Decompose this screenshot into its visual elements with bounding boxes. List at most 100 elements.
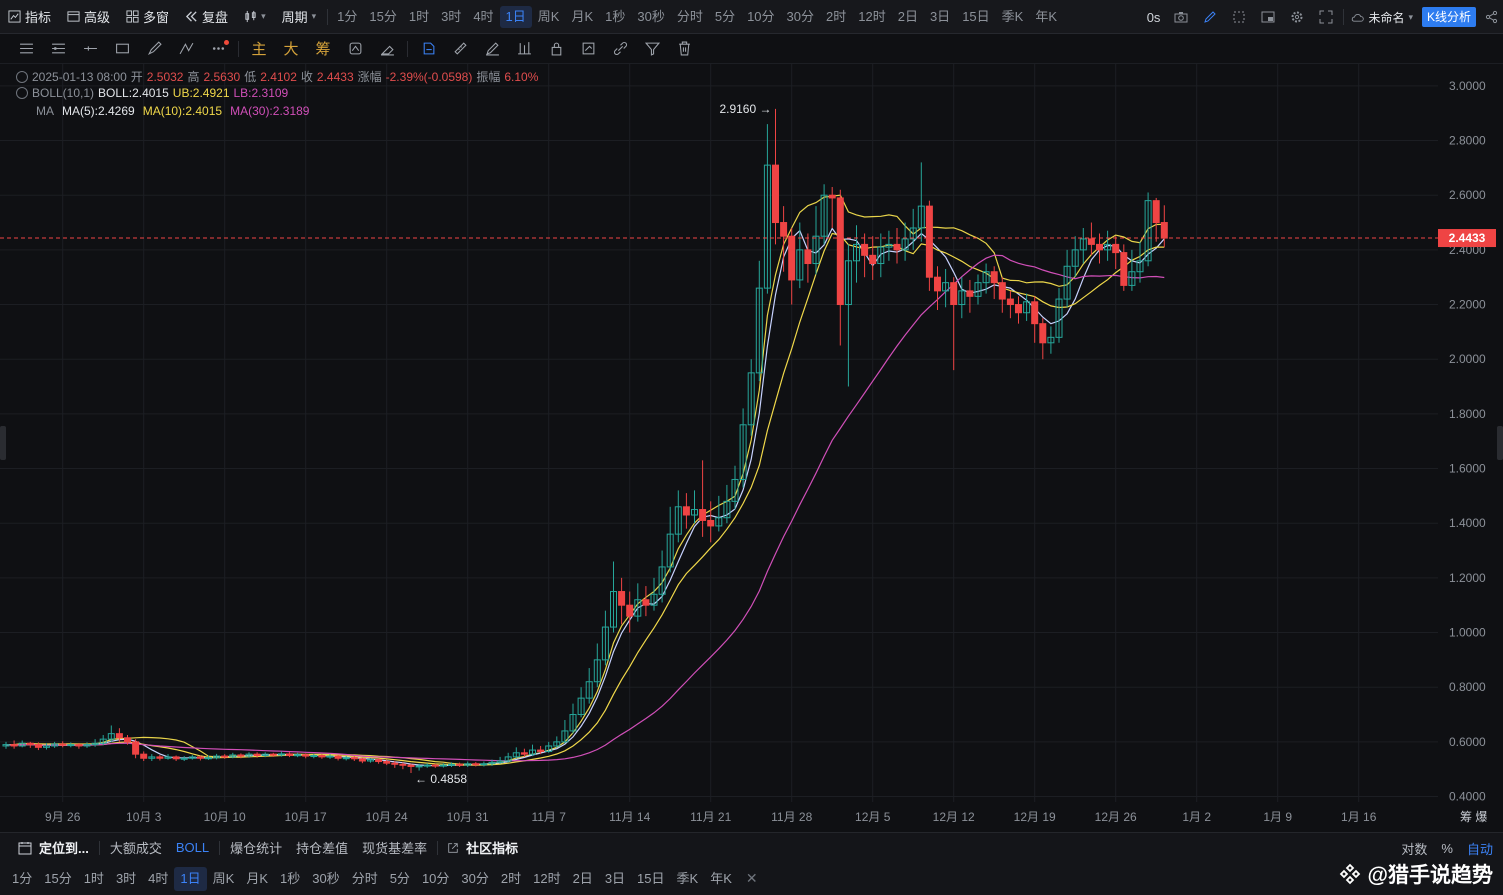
basis-tab[interactable]: 现货基差率: [362, 841, 428, 856]
rectangle-icon[interactable]: [106, 34, 138, 64]
period-tab-13[interactable]: 30分: [786, 8, 815, 24]
period-tab-19[interactable]: 季K: [1001, 8, 1024, 24]
ma-indicator-name[interactable]: MA: [36, 104, 54, 118]
community-indicators-button[interactable]: 社区指标: [466, 841, 519, 856]
bottom-period-tab-6[interactable]: 周K: [212, 870, 235, 886]
bottom-period-tab-15[interactable]: 12时: [533, 870, 561, 886]
period-tab-6[interactable]: 周K: [537, 8, 560, 24]
bars-icon[interactable]: [508, 34, 540, 64]
replay-button[interactable]: 复盘: [177, 0, 236, 34]
period-tab-12[interactable]: 10分: [747, 8, 775, 24]
layout-icon[interactable]: [1253, 0, 1282, 34]
ruler-icon[interactable]: [444, 34, 476, 64]
bottom-period-tab-20[interactable]: 年K: [710, 870, 732, 886]
magnet-icon[interactable]: [412, 34, 444, 64]
bottom-period-tab-14[interactable]: 2时: [500, 870, 522, 886]
period-tab-7[interactable]: 月K: [571, 8, 594, 24]
boll-tab[interactable]: BOLL: [175, 840, 210, 855]
bottom-period-tab-17[interactable]: 3日: [604, 870, 626, 886]
camera-icon[interactable]: [1166, 0, 1195, 34]
period-tab-17[interactable]: 3日: [929, 8, 951, 24]
layout-name-dropdown[interactable]: 未命名 ▾: [1347, 0, 1417, 34]
period-tab-8[interactable]: 1秒: [605, 8, 626, 24]
select-icon[interactable]: [1224, 0, 1253, 34]
period-tab-18[interactable]: 15日: [962, 8, 990, 24]
period-tab-14[interactable]: 2时: [826, 8, 847, 24]
period-tab-20[interactable]: 年K: [1035, 8, 1057, 24]
more-icon[interactable]: [202, 34, 234, 64]
menu-icon[interactable]: [10, 34, 42, 64]
bottom-period-tab-3[interactable]: 3时: [115, 870, 137, 886]
pencil-icon[interactable]: [1195, 0, 1224, 34]
bottom-period-tab-2[interactable]: 1时: [83, 870, 104, 886]
candle-body: [375, 759, 383, 763]
period-tab-9[interactable]: 30秒: [637, 8, 665, 24]
indicators-button[interactable]: 指标: [0, 0, 59, 34]
liquidation-tab[interactable]: 爆仓统计: [230, 841, 283, 856]
lock-icon[interactable]: [540, 34, 572, 64]
period-dropdown[interactable]: 周期 ▾: [274, 0, 325, 34]
calendar-icon[interactable]: [18, 841, 32, 855]
brush-icon[interactable]: [138, 34, 170, 64]
collapse-icon[interactable]: [16, 70, 28, 83]
bottom-period-tab-11[interactable]: 5分: [389, 870, 410, 886]
trash-icon[interactable]: [668, 34, 700, 64]
period-tab-2[interactable]: 1时: [408, 8, 430, 24]
bottom-period-tab-4[interactable]: 4时: [148, 870, 169, 886]
period-tab-11[interactable]: 5分: [714, 8, 736, 24]
period-tab-4[interactable]: 4时: [473, 8, 494, 24]
big-trades-tab[interactable]: 大额成交: [109, 841, 162, 856]
collapse-icon[interactable]: [16, 87, 28, 99]
bottom-period-tab-9[interactable]: 30秒: [312, 870, 340, 886]
link-icon[interactable]: [604, 34, 636, 64]
chips-toggle[interactable]: 筹: [315, 41, 331, 58]
bottom-period-tab-13[interactable]: 30分: [461, 870, 489, 886]
horizontal-lines-icon[interactable]: [42, 34, 74, 64]
bottom-period-tab-12[interactable]: 10分: [421, 870, 450, 886]
bottom-period-tab-10[interactable]: 分时: [351, 870, 378, 886]
candle-body: [731, 478, 739, 502]
bottom-period-tab-8[interactable]: 1秒: [279, 870, 301, 886]
fullscreen-icon[interactable]: [1311, 0, 1340, 34]
boll-indicator-name[interactable]: BOLL(10,1): [32, 86, 95, 100]
horizontal-ray-icon[interactable]: [74, 34, 106, 64]
period-tab-5[interactable]: 1日: [499, 5, 532, 28]
right-panel-handle[interactable]: [1497, 426, 1503, 460]
multi-window-button[interactable]: 多窗: [118, 0, 177, 34]
eraser-icon[interactable]: [371, 34, 403, 64]
advanced-button[interactable]: 高级: [59, 0, 118, 34]
sync-icon[interactable]: [339, 34, 371, 64]
period-tab-15[interactable]: 12时: [858, 8, 886, 24]
oi-diff-tab[interactable]: 持仓差值: [296, 841, 349, 856]
price-chart[interactable]: 3.0000 2.8000 2.6000 2.4000 2.2000 2.0000 1.80…: [0, 64, 1503, 832]
period-tab-0[interactable]: 1分: [337, 8, 358, 24]
kline-analysis-button[interactable]: K线分析: [1421, 7, 1476, 27]
main-chart-toggle[interactable]: 主: [251, 41, 267, 58]
bottom-period-tab-19[interactable]: 季K: [676, 870, 699, 886]
period-tab-1[interactable]: 15分: [369, 8, 397, 24]
percent-scale-toggle[interactable]: %: [1441, 840, 1453, 856]
log-scale-toggle[interactable]: 对数: [1401, 841, 1428, 857]
locate-to-button[interactable]: 定位到...: [39, 841, 89, 856]
bottom-period-tab-18[interactable]: 15日: [637, 870, 665, 886]
bottom-period-tab-0[interactable]: 1分: [12, 870, 33, 886]
note-icon[interactable]: [572, 34, 604, 64]
bottom-period-tab-5[interactable]: 1日: [174, 866, 207, 891]
share-icon[interactable]: [1481, 0, 1503, 34]
bottom-period-tab-7[interactable]: 月K: [246, 870, 268, 886]
period-tab-3[interactable]: 3时: [441, 8, 462, 24]
period-tab-10[interactable]: 分时: [676, 8, 703, 24]
bottom-period-tab-16[interactable]: 2日: [572, 870, 593, 886]
auto-scale-toggle[interactable]: 自动: [1466, 841, 1493, 857]
big-trades-toggle[interactable]: 大: [283, 41, 299, 58]
candle-type-button[interactable]: ▾: [236, 0, 274, 34]
filter-icon[interactable]: [636, 34, 668, 64]
bottom-period-tab-1[interactable]: 15分: [44, 870, 72, 886]
fibonacci-icon[interactable]: [170, 34, 202, 64]
close-icon[interactable]: ✕: [745, 870, 758, 886]
gear-icon[interactable]: [1282, 0, 1311, 34]
period-tab-16[interactable]: 2日: [897, 8, 918, 24]
left-panel-handle[interactable]: [0, 426, 6, 460]
pen-icon[interactable]: [476, 34, 508, 64]
candlestick-chart-svg[interactable]: 3.00002.80002.60002.40002.20002.00001.80…: [0, 64, 1503, 832]
